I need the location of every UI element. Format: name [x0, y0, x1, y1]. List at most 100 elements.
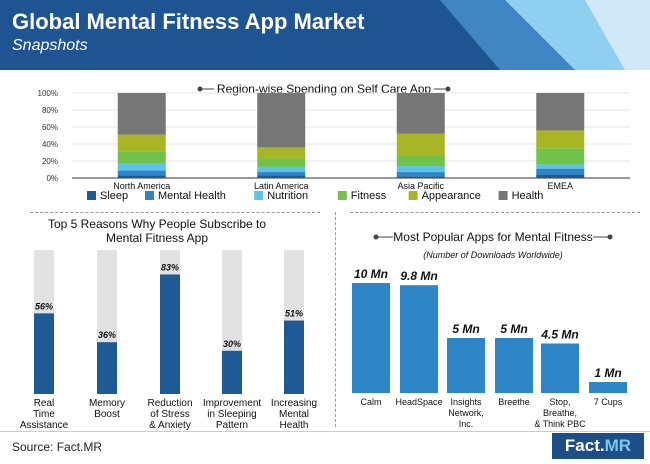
category-label: Time — [33, 409, 55, 420]
category-label: in Sleeping — [207, 409, 256, 420]
legend-label: Fitness — [351, 190, 387, 202]
divider-right — [350, 212, 640, 213]
chart-title: Most Popular Apps for Mental Fitness — [393, 230, 592, 244]
page-title: Global Mental Fitness App Market — [12, 9, 365, 34]
bar-sleep — [117, 175, 166, 178]
category-label: & Think PBC — [534, 419, 586, 429]
bar-mental-health — [257, 172, 306, 176]
category-label: Network, — [448, 408, 484, 418]
category-label: Real — [34, 398, 55, 409]
logo-text-left: Fact. — [564, 436, 605, 455]
divider-left — [30, 212, 320, 213]
legend-swatch — [145, 191, 154, 200]
bar-nutrition — [257, 166, 306, 173]
reason-bar — [160, 274, 180, 394]
bar-appearance — [396, 133, 445, 156]
legend-label: Mental Health — [158, 190, 226, 202]
data-label: 83% — [161, 262, 179, 272]
region-spending-chart: Region-wise Spending on Self Care App0%2… — [38, 79, 630, 202]
divider-vertical — [335, 212, 336, 427]
data-label: 1 Mn — [594, 366, 621, 380]
legend-swatch — [408, 191, 418, 200]
app-bar — [447, 338, 485, 393]
x-tick-label: Latin America — [254, 181, 309, 191]
bar-appearance — [536, 130, 585, 149]
chart-title-line-2: Mental Fitness App — [106, 231, 208, 245]
title-rule-dot-right — [445, 86, 451, 92]
reason-bar — [222, 350, 242, 394]
app-bar — [589, 382, 627, 393]
category-label: Assistance — [20, 420, 69, 431]
y-tick-label: 0% — [46, 174, 58, 183]
x-tick-label: North America — [113, 181, 170, 191]
app-bar — [541, 343, 579, 393]
legend-label: Appearance — [422, 190, 481, 202]
category-label: & Anxiety — [149, 420, 191, 431]
bar-fitness — [117, 151, 166, 164]
apps-chart: Most Popular Apps for Mental Fitness (Num… — [352, 227, 627, 429]
data-label: 9.8 Mn — [400, 269, 437, 283]
bar-nutrition — [396, 166, 445, 173]
category-label: Health — [280, 420, 309, 431]
title-rule-dot-right — [607, 234, 613, 240]
legend-label: Health — [512, 190, 544, 202]
header-background — [0, 0, 650, 70]
bar-fitness — [257, 158, 306, 167]
bar-nutrition — [117, 163, 166, 171]
y-tick-label: 100% — [38, 89, 58, 98]
data-label: 5 Mn — [500, 322, 527, 336]
category-label: Pattern — [216, 420, 248, 431]
category-label: HeadSpace — [395, 397, 442, 407]
category-label: Calm — [360, 397, 381, 407]
title-rule-dot-left — [373, 234, 379, 240]
legend-swatch — [498, 191, 508, 200]
bar-sleep — [536, 174, 585, 178]
chart-subtitle: (Number of Downloads Worldwide) — [423, 250, 563, 260]
bar-fitness — [396, 155, 445, 167]
category-label: Stop, — [549, 397, 570, 407]
bar-health — [396, 93, 445, 134]
app-bar — [352, 283, 390, 393]
title-backdrop — [393, 227, 593, 245]
legend-label: Nutrition — [267, 190, 308, 202]
factmr-logo: Fact.MR — [552, 433, 644, 459]
bar-sleep — [257, 175, 306, 178]
legend-swatch — [87, 191, 96, 200]
reason-bar — [34, 313, 54, 394]
category-label: Breethe — [498, 397, 530, 407]
y-tick-label: 40% — [42, 140, 58, 149]
data-label: 36% — [98, 330, 116, 340]
bar-mental-health — [536, 168, 585, 175]
bar-appearance — [117, 134, 166, 152]
bar-mental-health — [117, 170, 166, 176]
reason-bar — [284, 320, 304, 394]
category-label: Inc. — [459, 419, 474, 429]
category-label: Memory — [89, 398, 125, 409]
y-tick-label: 80% — [42, 106, 58, 115]
y-tick-label: 20% — [42, 157, 58, 166]
page-subtitle: Snapshots — [12, 37, 88, 54]
bar-fitness — [536, 148, 585, 165]
category-label: Improvement — [203, 398, 262, 409]
category-label: 7 Cups — [594, 397, 623, 407]
app-bar — [495, 338, 533, 393]
reason-bar — [97, 342, 117, 394]
source-note: Source: Fact.MR — [12, 440, 103, 454]
data-label: 51% — [285, 309, 303, 319]
category-label: of Stress — [150, 409, 189, 420]
category-label: Increasing — [271, 398, 317, 409]
category-label: Mental — [279, 409, 309, 420]
data-label: 56% — [35, 301, 53, 311]
y-tick-label: 60% — [42, 123, 58, 132]
category-label: Breathe, — [543, 408, 577, 418]
category-label: Reduction — [147, 398, 192, 409]
bar-health — [257, 93, 306, 148]
legend-swatch — [254, 191, 264, 200]
header-banner: Global Mental Fitness App Market Snapsho… — [0, 0, 650, 70]
legend-label: Sleep — [100, 190, 128, 202]
bar-health — [536, 93, 585, 131]
x-tick-label: EMEA — [547, 181, 573, 191]
category-label: Boost — [94, 409, 120, 420]
reasons-chart: Top 5 Reasons Why People Subscribe toMen… — [20, 217, 317, 431]
bar-appearance — [257, 147, 306, 159]
